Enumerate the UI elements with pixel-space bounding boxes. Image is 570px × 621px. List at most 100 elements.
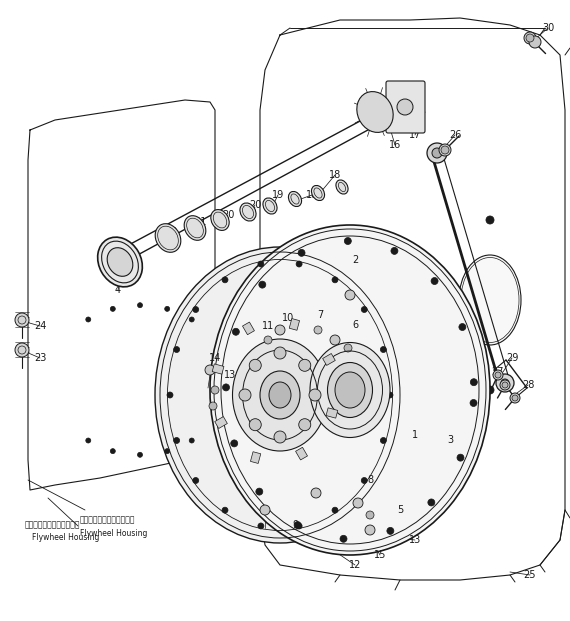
Circle shape	[486, 216, 494, 224]
Circle shape	[249, 419, 261, 431]
Circle shape	[526, 34, 534, 42]
Circle shape	[299, 360, 311, 371]
Text: 14: 14	[209, 353, 221, 363]
Circle shape	[493, 370, 503, 380]
Circle shape	[439, 144, 451, 156]
Text: 13: 13	[224, 370, 236, 380]
Circle shape	[137, 452, 142, 457]
Ellipse shape	[260, 371, 300, 419]
Circle shape	[231, 440, 238, 447]
Circle shape	[459, 324, 466, 330]
Circle shape	[432, 148, 442, 158]
Circle shape	[174, 347, 180, 353]
Circle shape	[330, 335, 340, 345]
Text: 18: 18	[329, 170, 341, 180]
Circle shape	[428, 499, 435, 506]
Bar	[242, 322, 254, 335]
Circle shape	[209, 402, 217, 410]
Circle shape	[274, 431, 286, 443]
Circle shape	[391, 247, 398, 255]
Circle shape	[274, 347, 286, 359]
Circle shape	[345, 290, 355, 300]
Circle shape	[366, 511, 374, 519]
Circle shape	[256, 488, 263, 495]
Circle shape	[353, 498, 363, 508]
Text: 20: 20	[249, 200, 261, 210]
Ellipse shape	[269, 382, 291, 408]
Circle shape	[165, 306, 170, 311]
Ellipse shape	[240, 203, 256, 221]
Bar	[326, 408, 338, 418]
Text: 18: 18	[306, 190, 318, 200]
Circle shape	[239, 389, 251, 401]
Text: 27: 27	[492, 367, 504, 377]
Circle shape	[211, 386, 219, 394]
Ellipse shape	[311, 186, 324, 201]
Circle shape	[111, 306, 115, 311]
Circle shape	[296, 261, 302, 267]
Ellipse shape	[155, 247, 405, 543]
Text: 29: 29	[506, 353, 518, 363]
Circle shape	[298, 250, 305, 256]
Circle shape	[387, 392, 393, 398]
Text: 17: 17	[409, 130, 421, 140]
Circle shape	[512, 395, 518, 401]
Circle shape	[380, 347, 386, 353]
Circle shape	[340, 535, 347, 542]
Circle shape	[15, 343, 29, 357]
Circle shape	[189, 317, 194, 322]
Circle shape	[258, 523, 264, 529]
Text: 28: 28	[522, 380, 534, 390]
Ellipse shape	[210, 225, 490, 555]
Bar	[212, 364, 224, 374]
Circle shape	[495, 372, 501, 378]
Ellipse shape	[310, 343, 390, 438]
Circle shape	[524, 32, 536, 44]
Text: 10: 10	[282, 313, 294, 323]
Ellipse shape	[211, 209, 229, 230]
Circle shape	[137, 302, 142, 307]
Circle shape	[193, 307, 199, 312]
Text: 12: 12	[349, 560, 361, 570]
Circle shape	[457, 454, 464, 461]
Text: 20: 20	[222, 210, 234, 220]
Text: 16: 16	[389, 140, 401, 150]
Circle shape	[309, 389, 321, 401]
Text: 1: 1	[412, 430, 418, 440]
Circle shape	[361, 478, 367, 484]
Ellipse shape	[459, 255, 521, 345]
Ellipse shape	[357, 91, 393, 132]
Circle shape	[275, 325, 285, 335]
Text: 7: 7	[317, 310, 323, 320]
Circle shape	[264, 336, 272, 344]
Circle shape	[344, 344, 352, 352]
Circle shape	[344, 237, 351, 245]
Text: 22: 22	[166, 227, 178, 237]
Text: 5: 5	[397, 505, 403, 515]
Circle shape	[222, 277, 228, 283]
Ellipse shape	[97, 237, 142, 287]
Ellipse shape	[336, 180, 348, 194]
Circle shape	[111, 448, 115, 453]
Circle shape	[86, 438, 91, 443]
Text: 30: 30	[542, 23, 554, 33]
Circle shape	[502, 382, 508, 388]
Text: 6: 6	[352, 320, 358, 330]
Circle shape	[86, 317, 91, 322]
Circle shape	[332, 277, 338, 283]
Circle shape	[299, 419, 311, 431]
Bar	[323, 353, 335, 365]
Text: 8: 8	[367, 475, 373, 485]
Circle shape	[397, 99, 413, 115]
Ellipse shape	[184, 215, 206, 240]
Circle shape	[311, 488, 321, 498]
Circle shape	[500, 380, 510, 390]
Text: 9: 9	[292, 520, 298, 530]
FancyBboxPatch shape	[386, 81, 425, 133]
Circle shape	[258, 261, 264, 267]
Circle shape	[529, 36, 541, 48]
Circle shape	[15, 313, 29, 327]
Ellipse shape	[328, 363, 373, 417]
Circle shape	[165, 448, 170, 453]
Bar	[296, 447, 307, 460]
